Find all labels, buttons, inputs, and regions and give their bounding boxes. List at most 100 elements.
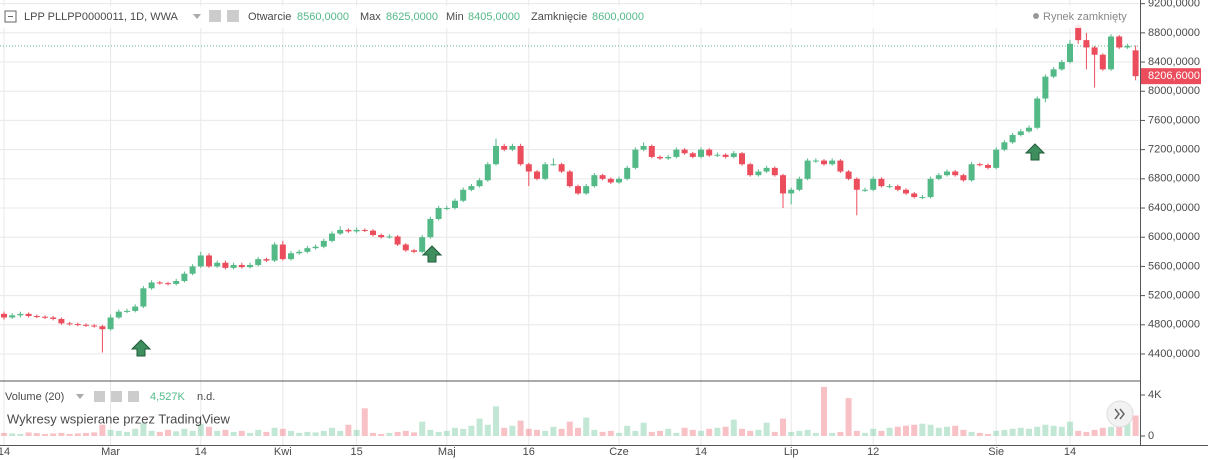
- volume-bar: [558, 428, 565, 436]
- x-tick-label: Maj: [438, 446, 456, 458]
- candle-body: [1091, 47, 1098, 55]
- dropdown-icon[interactable]: [193, 14, 201, 19]
- candle-body: [304, 248, 311, 252]
- field-value: 8560,0000: [297, 11, 349, 23]
- volume-bar: [509, 425, 516, 436]
- volume-bar: [525, 428, 532, 436]
- header-bg: [0, 6, 1140, 28]
- candle-body: [591, 175, 598, 187]
- candle-body: [173, 281, 180, 284]
- volume-bar: [722, 426, 729, 436]
- volume-bar: [755, 429, 762, 436]
- candle-body: [370, 230, 376, 236]
- volume-bar: [886, 427, 893, 436]
- volume-bar: [517, 420, 524, 436]
- volume-bar: [206, 426, 212, 436]
- dropdown-icon[interactable]: [76, 394, 84, 399]
- volume-bar: [714, 427, 721, 436]
- candle-body: [386, 236, 393, 238]
- scroll-button[interactable]: [1106, 400, 1134, 428]
- volume-bar: [222, 429, 229, 436]
- candle-body: [657, 156, 663, 159]
- volume-bar: [83, 432, 89, 436]
- candle-body: [83, 324, 89, 326]
- candle-body: [279, 244, 286, 260]
- volume-bar: [681, 427, 688, 436]
- volume-bar: [976, 432, 983, 436]
- volume-bar: [1067, 421, 1073, 436]
- candle-body: [821, 160, 827, 165]
- y-tick-label: 5200,0000: [1148, 290, 1200, 302]
- eye-icon[interactable]: [209, 10, 221, 22]
- volume-bar: [91, 432, 98, 436]
- volume-bars: [1, 386, 1139, 436]
- volume-bar: [837, 431, 844, 436]
- volume-bar: [1132, 415, 1139, 436]
- volume-bar: [698, 430, 704, 436]
- candle-body: [222, 262, 229, 268]
- volume-bar: [255, 429, 262, 436]
- volume-bar: [1058, 426, 1065, 436]
- volume-bar: [894, 426, 901, 436]
- close-icon[interactable]: [128, 391, 139, 402]
- volume-bar: [624, 425, 631, 436]
- field-value: 8600,0000: [592, 11, 644, 23]
- volume-bar: [263, 431, 270, 436]
- candle-body: [1034, 98, 1041, 128]
- candle-body: [288, 253, 294, 260]
- y2-tick-label: 4K: [1148, 389, 1162, 401]
- volume-bar: [706, 428, 713, 436]
- volume-bar: [1108, 426, 1114, 436]
- settings-icon[interactable]: [111, 391, 122, 402]
- candle-body: [74, 324, 81, 326]
- volume-bar: [304, 431, 311, 436]
- volume-bar: [534, 429, 540, 436]
- eye-icon[interactable]: [94, 391, 105, 402]
- candle-body: [1, 313, 7, 318]
- volume-extra: n.d.: [197, 391, 215, 403]
- candle-body: [1017, 131, 1024, 136]
- candle-body: [927, 178, 934, 198]
- volume-bar: [107, 429, 114, 436]
- volume-bar: [17, 433, 24, 436]
- candle-body: [853, 178, 860, 190]
- volume-bar: [443, 430, 450, 436]
- volume-bar: [1009, 428, 1016, 436]
- volume-bar: [214, 430, 221, 436]
- candle-body: [878, 178, 885, 187]
- volume-bar: [411, 432, 417, 436]
- candle-body: [99, 326, 106, 330]
- volume-bar: [804, 429, 811, 436]
- grid: [0, 0, 1140, 445]
- collapse-icon[interactable]: [4, 10, 17, 23]
- candle-body: [730, 153, 737, 157]
- candle-body: [329, 233, 335, 241]
- symbol[interactable]: LPP PLLPP0000011, 1D, WWA: [24, 11, 179, 23]
- candle-body: [722, 154, 729, 157]
- volume-value: 4,527K: [150, 391, 186, 403]
- candle-body: [1108, 36, 1114, 70]
- field-label: Max: [360, 11, 381, 23]
- settings-icon[interactable]: [227, 10, 239, 22]
- watermark: Wykresy wspierane przez TradingView: [7, 411, 231, 426]
- signal-arrow: [130, 339, 152, 357]
- volume-bar: [189, 430, 196, 436]
- candle-body: [50, 317, 57, 319]
- candle-body: [214, 262, 221, 267]
- candle-body: [599, 175, 606, 179]
- candle-body: [107, 317, 114, 330]
- volume-bar: [542, 430, 549, 436]
- x-tick-label: Mar: [101, 446, 120, 458]
- market-status: Rynek zamknięty: [1043, 11, 1127, 23]
- volume-bar: [370, 432, 376, 436]
- candle-body: [640, 145, 647, 150]
- volume-bar: [739, 428, 745, 436]
- volume-bar: [968, 431, 975, 436]
- volume-bar: [1026, 428, 1032, 436]
- candle-body: [509, 145, 516, 150]
- volume-bar: [1099, 427, 1106, 436]
- volume-bar: [74, 433, 81, 436]
- volume-bar: [689, 429, 696, 436]
- candle-body: [33, 316, 40, 318]
